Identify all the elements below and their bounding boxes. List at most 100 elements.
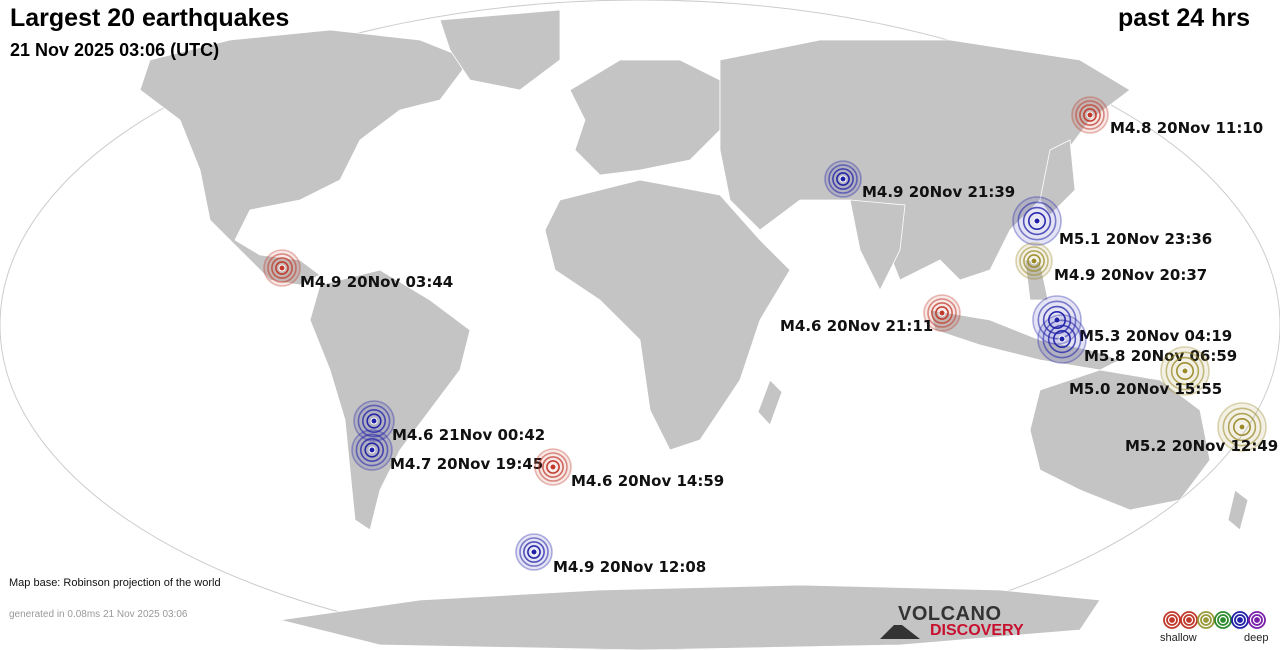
legend-ring xyxy=(1217,614,1229,626)
quake-ring xyxy=(523,541,545,563)
quake-epicenter-dot xyxy=(1058,335,1066,343)
quake-ring xyxy=(1227,412,1257,442)
legend-ring xyxy=(1234,614,1246,626)
legend-ring xyxy=(1200,614,1212,626)
quake-label: M4.9 20Nov 21:39 xyxy=(862,183,1015,201)
quake-ring xyxy=(527,545,541,559)
earthquake-marker[interactable]: M5.8 20Nov 06:59 xyxy=(1037,314,1237,365)
legend-ring xyxy=(1186,617,1192,623)
time-period: past 24 hrs xyxy=(1117,4,1250,32)
logo-text-volcano: VOLCANO xyxy=(898,603,1002,625)
quake-ring xyxy=(1019,246,1049,276)
quake-ring xyxy=(832,168,854,190)
earthquake-markers: M4.8 20Nov 11:10 M4.9 20Nov 21:39 M5.1 20N… xyxy=(263,96,1278,576)
legend-ring xyxy=(1166,614,1178,626)
quake-label: M4.6 20Nov 21:11 xyxy=(780,317,933,335)
south-america-land xyxy=(309,269,471,531)
madagascar-land xyxy=(757,379,783,426)
legend-ring xyxy=(1183,614,1195,626)
quake-ring xyxy=(357,404,391,438)
new-zealand-land xyxy=(1227,489,1249,531)
volcano-discovery-logo[interactable]: VOLCANO DISCOVERY xyxy=(880,603,1040,643)
quake-epicenter-dot xyxy=(370,417,378,425)
quake-label: M5.2 20Nov 12:49 xyxy=(1125,437,1278,455)
earthquake-marker[interactable]: M4.9 20Nov 03:44 xyxy=(263,249,453,291)
legend-shallow-label: shallow xyxy=(1160,632,1197,644)
quake-ring xyxy=(364,442,380,458)
quake-ring xyxy=(1028,212,1047,231)
legend-ring xyxy=(1220,617,1226,623)
quake-ring xyxy=(359,437,384,462)
quake-ring xyxy=(828,164,858,194)
earthquake-marker[interactable]: M4.9 20Nov 12:08 xyxy=(515,533,706,576)
volcano-icon xyxy=(880,625,920,639)
quake-ring xyxy=(366,413,382,429)
greenland-land xyxy=(439,9,561,91)
earthquake-marker[interactable]: M4.7 20Nov 19:45 xyxy=(351,429,543,473)
quake-ring xyxy=(1233,417,1252,436)
quake-ring xyxy=(1022,206,1052,236)
quake-ring xyxy=(1165,351,1205,391)
land-masses xyxy=(139,9,1249,650)
quake-label: M5.8 20Nov 06:59 xyxy=(1084,347,1237,365)
africa-land xyxy=(544,179,791,451)
quake-ring xyxy=(1170,356,1200,386)
quake-ring xyxy=(355,433,389,467)
quake-ring xyxy=(1017,201,1057,241)
quake-ring xyxy=(267,253,297,283)
earthquake-marker[interactable]: M4.9 20Nov 21:39 xyxy=(824,160,1015,201)
quake-ring xyxy=(271,257,293,279)
quake-epicenter-dot xyxy=(368,446,376,454)
quake-ring xyxy=(275,261,289,275)
legend-ring xyxy=(1251,614,1263,626)
earthquake-marker[interactable]: M4.6 20Nov 14:59 xyxy=(534,448,724,490)
quake-label: M4.9 20Nov 20:37 xyxy=(1054,266,1207,284)
earthquake-marker[interactable]: M4.6 20Nov 21:11 xyxy=(780,294,961,335)
quake-epicenter-dot xyxy=(1181,367,1189,375)
earthquake-marker[interactable]: M5.1 20Nov 23:36 xyxy=(1012,196,1212,248)
quake-ring xyxy=(1023,250,1045,272)
quake-epicenter-dot xyxy=(1086,111,1094,119)
depth-legend-rings xyxy=(1163,611,1266,629)
quake-ring xyxy=(927,298,957,328)
quake-epicenter-dot xyxy=(1030,257,1038,265)
quake-ring xyxy=(935,306,949,320)
quake-ring xyxy=(1042,319,1082,359)
legend-deep-label: deep xyxy=(1244,632,1269,644)
quake-epicenter-dot xyxy=(1238,423,1246,431)
quake-epicenter-dot xyxy=(839,175,847,183)
earthquake-marker[interactable]: M5.0 20Nov 15:55 xyxy=(1069,346,1222,398)
quake-label: M4.7 20Nov 19:45 xyxy=(390,455,543,473)
earthquake-marker[interactable]: M4.8 20Nov 11:10 xyxy=(1071,96,1263,137)
quake-ring xyxy=(1079,104,1101,126)
legend-ring xyxy=(1214,611,1232,629)
europe-land xyxy=(569,59,721,176)
earthquake-marker[interactable]: M5.2 20Nov 12:49 xyxy=(1125,402,1278,455)
legend-ring xyxy=(1203,617,1209,623)
quake-ring xyxy=(1047,324,1077,354)
quake-label: M4.9 20Nov 03:44 xyxy=(300,273,453,291)
legend-ring xyxy=(1248,611,1266,629)
legend-ring xyxy=(1180,611,1198,629)
quake-ring xyxy=(1222,407,1262,447)
asia-land xyxy=(719,39,1131,281)
quake-ring xyxy=(1176,361,1195,380)
quake-epicenter-dot xyxy=(549,463,557,471)
quake-ring xyxy=(546,460,560,474)
quake-label: M4.6 21Nov 00:42 xyxy=(392,426,545,444)
india-land xyxy=(849,199,906,291)
legend-ring xyxy=(1197,611,1215,629)
quake-epicenter-dot xyxy=(530,548,538,556)
quake-epicenter-dot xyxy=(1033,217,1041,225)
quake-label: M5.0 20Nov 15:55 xyxy=(1069,380,1222,398)
legend-ring xyxy=(1254,617,1260,623)
quake-ring xyxy=(542,456,564,478)
quake-ring xyxy=(931,302,953,324)
quake-label: M5.3 20Nov 04:19 xyxy=(1079,327,1232,345)
earthquake-marker[interactable]: M4.9 20Nov 20:37 xyxy=(1015,242,1207,284)
australia-land xyxy=(1029,369,1211,511)
quake-ring xyxy=(1027,254,1041,268)
earthquake-marker[interactable]: M4.6 21Nov 00:42 xyxy=(353,400,545,444)
